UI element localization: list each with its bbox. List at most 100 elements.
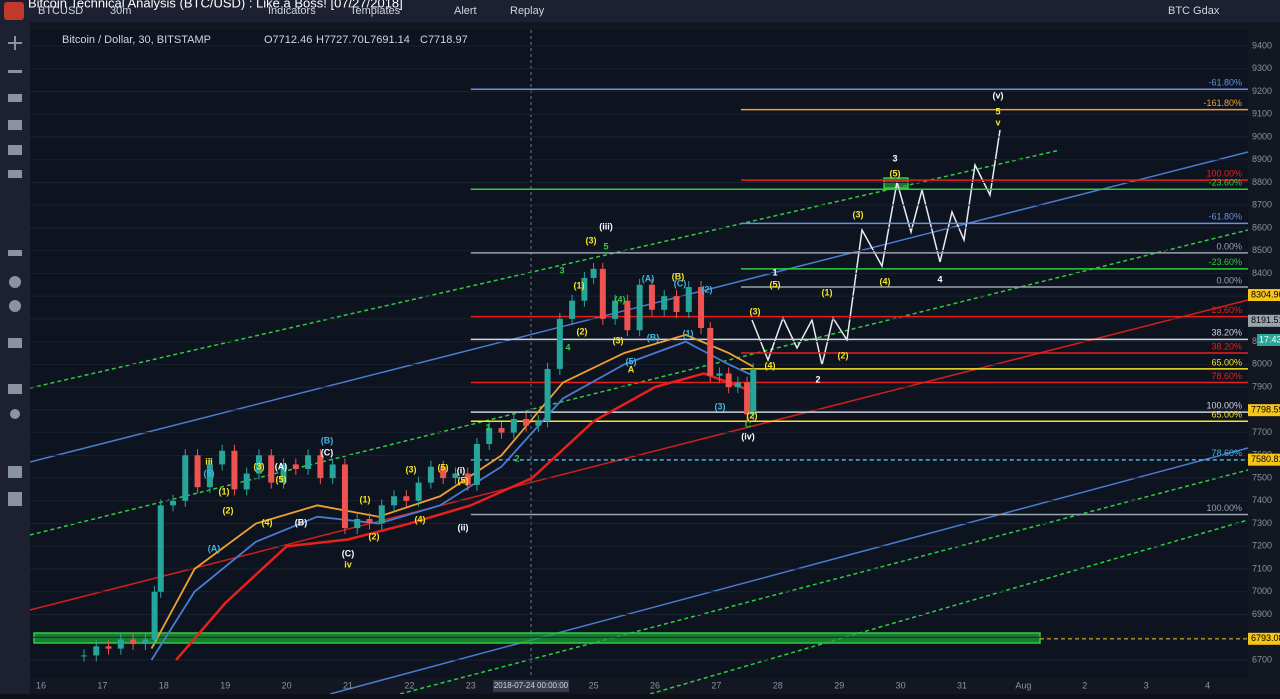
candle bbox=[231, 450, 238, 490]
tool-icon[interactable] bbox=[8, 170, 22, 178]
candle bbox=[685, 287, 692, 313]
wave-label: (2) bbox=[369, 531, 380, 541]
wave-label: (3) bbox=[715, 401, 726, 411]
candle bbox=[648, 284, 655, 310]
moving-average bbox=[150, 333, 754, 650]
time-tick-label: 21 bbox=[343, 680, 353, 690]
tool-icon[interactable] bbox=[8, 492, 22, 506]
candle bbox=[341, 464, 348, 529]
candle bbox=[117, 639, 124, 649]
price-marker-label: 7580.81 bbox=[1251, 454, 1280, 464]
candle bbox=[151, 591, 158, 640]
price-axis bbox=[1248, 30, 1280, 694]
tool-icon[interactable] bbox=[8, 70, 22, 73]
wave-label: C bbox=[745, 419, 752, 429]
candle bbox=[255, 455, 262, 474]
legend-open: O7712.46 bbox=[264, 34, 312, 46]
tool-icon[interactable] bbox=[9, 276, 21, 288]
moving-average bbox=[150, 340, 754, 661]
candle bbox=[268, 455, 275, 483]
tool-icon[interactable] bbox=[8, 384, 22, 394]
candle bbox=[734, 382, 741, 388]
interval[interactable]: 30m bbox=[110, 5, 131, 17]
fib-label: 100.00% bbox=[1206, 169, 1242, 179]
candle bbox=[535, 421, 542, 426]
avatar[interactable] bbox=[4, 2, 24, 20]
symbol[interactable]: BTCUSD bbox=[38, 5, 83, 17]
wave-label: (B) bbox=[295, 517, 308, 527]
wave-label: (4) bbox=[765, 360, 776, 370]
time-tick-label: 2 bbox=[1082, 680, 1087, 690]
time-tick-label: 20 bbox=[282, 680, 292, 690]
wave-label: (4) bbox=[262, 517, 273, 527]
time-tick-label: 18 bbox=[159, 680, 169, 690]
wave-label: (5) bbox=[276, 474, 287, 484]
candle bbox=[661, 296, 668, 310]
tool-icon[interactable] bbox=[10, 409, 20, 419]
fib-label: -61.80% bbox=[1208, 78, 1242, 88]
candle bbox=[403, 496, 410, 501]
candle bbox=[624, 300, 631, 331]
price-tick-label: 8800 bbox=[1252, 177, 1272, 187]
wave-label: (1) bbox=[683, 328, 694, 338]
candle bbox=[366, 518, 373, 524]
wave-label: (2) bbox=[702, 284, 713, 294]
fib-label: 78.60% bbox=[1211, 371, 1242, 381]
tool-icon[interactable] bbox=[8, 338, 22, 348]
price-tick-label: 8000 bbox=[1252, 359, 1272, 369]
time-tick-label: 28 bbox=[773, 680, 783, 690]
fib-label: 38.20% bbox=[1211, 328, 1242, 338]
wave-label: 4 bbox=[565, 342, 570, 352]
moving-average bbox=[175, 372, 754, 661]
price-tick-label: 8400 bbox=[1252, 268, 1272, 278]
candle bbox=[105, 646, 112, 649]
wave-label: (4) bbox=[415, 514, 426, 524]
candle bbox=[280, 464, 287, 483]
wave-label: (1) bbox=[360, 494, 371, 504]
time-tick-label: 4 bbox=[1205, 680, 1210, 690]
trend-line bbox=[29, 149, 1061, 389]
candle bbox=[556, 318, 563, 369]
tool-icon[interactable] bbox=[9, 300, 21, 312]
price-marker-label: 6793.08 bbox=[1251, 633, 1280, 643]
candle bbox=[80, 655, 87, 657]
candle bbox=[378, 505, 385, 524]
candle bbox=[243, 473, 250, 490]
time-tick-label: 23 bbox=[466, 680, 476, 690]
price-tick-label: 7500 bbox=[1252, 472, 1272, 482]
candle bbox=[581, 277, 588, 301]
wave-label: iii bbox=[205, 456, 213, 466]
candle bbox=[612, 300, 619, 319]
exchange[interactable]: BTC Gdax bbox=[1168, 5, 1220, 17]
tool-icon[interactable] bbox=[8, 94, 22, 102]
wave-label: (1) bbox=[219, 486, 230, 496]
tool-icon[interactable] bbox=[8, 466, 22, 478]
price-tick-label: 9100 bbox=[1252, 109, 1272, 119]
wave-label: 3 bbox=[559, 265, 564, 275]
wave-label: 2 bbox=[815, 374, 820, 384]
fib-label: 38.20% bbox=[1211, 341, 1242, 351]
fib-label: 65.00% bbox=[1211, 357, 1242, 367]
time-tick-label: 26 bbox=[650, 680, 660, 690]
tool-icon[interactable] bbox=[8, 145, 22, 155]
wave-label: (3) bbox=[613, 335, 624, 345]
replay[interactable]: Replay bbox=[510, 5, 545, 17]
trend-line bbox=[399, 469, 1249, 695]
candle bbox=[498, 428, 505, 433]
tool-icon[interactable] bbox=[8, 120, 22, 130]
support-zone bbox=[33, 632, 1041, 644]
alert[interactable]: Alert bbox=[454, 5, 477, 17]
wave-label: (B) bbox=[672, 271, 685, 281]
candle bbox=[486, 428, 493, 444]
wave-label: (3) bbox=[406, 464, 417, 474]
candle bbox=[170, 500, 177, 506]
cursor-label-box bbox=[493, 680, 569, 692]
price-tick-label: 7000 bbox=[1252, 586, 1272, 596]
price-marker bbox=[1248, 314, 1280, 327]
candle bbox=[590, 268, 597, 278]
wave-label: (5) bbox=[204, 468, 215, 478]
wave-label: (ii) bbox=[458, 522, 469, 532]
tool-icon[interactable] bbox=[8, 250, 22, 256]
tool-icon[interactable] bbox=[14, 36, 16, 50]
